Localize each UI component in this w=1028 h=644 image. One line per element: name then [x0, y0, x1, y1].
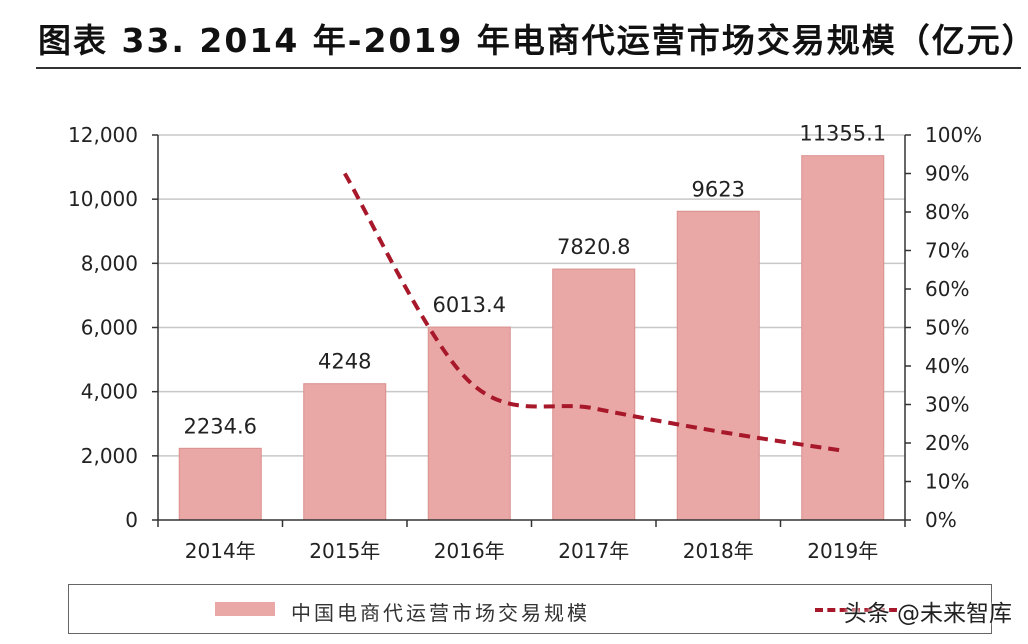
x-tick-label: 2019年	[807, 539, 878, 563]
grid-lines	[158, 134, 905, 457]
y-right-tick-label: 80%	[925, 200, 969, 224]
y-right-tick-label: 20%	[925, 431, 969, 455]
y-right-tick-label: 50%	[925, 316, 969, 340]
y-left-tick-label: 4,000	[81, 380, 138, 404]
watermark: 头条 @未来智库	[843, 601, 1012, 627]
y-left-tick-label: 10,000	[68, 187, 138, 211]
y-right-tick-label: 90%	[925, 162, 969, 186]
bar	[676, 210, 760, 521]
y-right-tick-label: 60%	[925, 277, 969, 301]
x-tick-label: 2017年	[558, 539, 629, 563]
bar	[303, 383, 387, 521]
y-right-tick-label: 10%	[925, 470, 969, 494]
y-left-tick-label: 2,000	[81, 444, 138, 468]
x-tick-label: 2015年	[309, 539, 380, 563]
bar	[552, 268, 636, 521]
bar-data-label: 7820.8	[557, 235, 630, 259]
x-tick-label: 2016年	[434, 539, 505, 563]
y-left-tick-label: 0	[125, 508, 138, 532]
legend-bar-swatch	[215, 602, 275, 616]
legend: 中国电商代运营市场交易规模	[68, 584, 992, 634]
bar-data-label: 9623	[692, 177, 745, 201]
y-right-tick-label: 30%	[925, 393, 969, 417]
bar-data-label: 4248	[318, 350, 371, 374]
data-labels: 2234.6 4248 6013.4 7820.8 9623 11355.1	[184, 122, 887, 439]
bar-data-label: 11355.1	[799, 122, 886, 146]
y-right-tick-label: 70%	[925, 239, 969, 263]
axes: 0 2,000 4,000 6,000 8,000 10,000 12,000 0% 10% 20…	[68, 123, 982, 563]
y-left-tick-label: 8,000	[81, 251, 138, 275]
bar-series	[178, 155, 885, 521]
bar	[427, 326, 511, 521]
bar	[178, 447, 262, 521]
y-right-tick-label: 40%	[925, 354, 969, 378]
x-tick-label: 2018年	[683, 539, 754, 563]
legend-line-swatch	[815, 608, 897, 612]
title-rule	[36, 67, 1021, 69]
y-left-tick-label: 6,000	[81, 316, 138, 340]
y-left-tick-label: 12,000	[68, 123, 138, 147]
bar-data-label: 6013.4	[433, 293, 506, 317]
legend-bar-label: 中国电商代运营市场交易规模	[291, 601, 590, 625]
x-tick-label: 2014年	[185, 539, 256, 563]
y-right-tick-label: 0%	[925, 508, 957, 532]
y-right-tick-label: 100%	[925, 123, 982, 147]
bar	[801, 155, 885, 521]
chart-canvas: 0 2,000 4,000 6,000 8,000 10,000 12,000 0% 10% 20…	[68, 122, 982, 563]
chart-title: 图表 33. 2014 年-2019 年电商代运营市场交易规模（亿元）	[38, 21, 1028, 60]
bar-data-label: 2234.6	[184, 414, 257, 438]
